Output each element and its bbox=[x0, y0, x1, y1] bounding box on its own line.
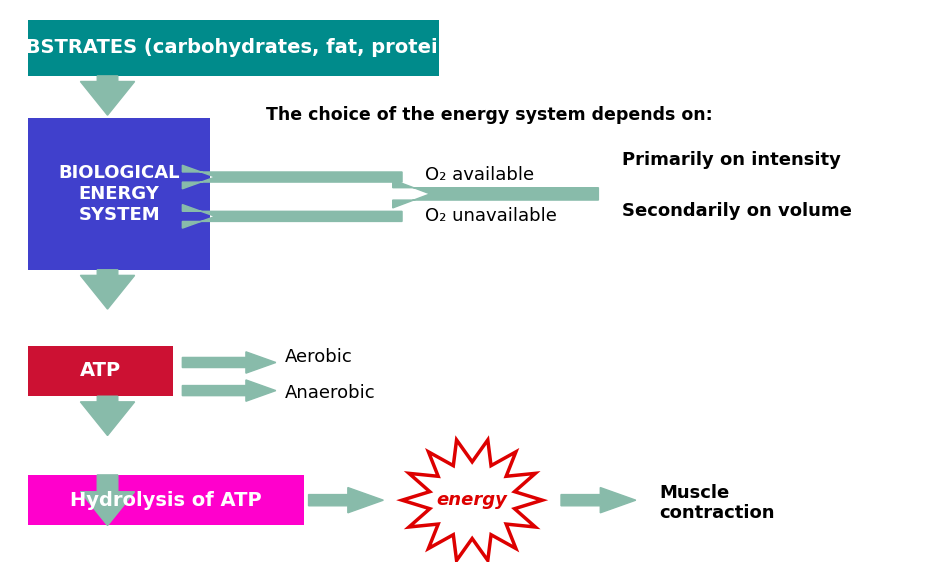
Text: Primarily on intensity: Primarily on intensity bbox=[622, 151, 841, 169]
FancyArrow shape bbox=[182, 352, 276, 373]
FancyArrow shape bbox=[561, 487, 636, 513]
FancyArrow shape bbox=[182, 380, 276, 401]
Text: The choice of the energy system depends on:: The choice of the energy system depends … bbox=[266, 106, 713, 124]
FancyArrow shape bbox=[309, 487, 383, 513]
Text: Muscle
contraction: Muscle contraction bbox=[659, 483, 775, 523]
FancyBboxPatch shape bbox=[28, 20, 439, 76]
FancyArrow shape bbox=[80, 76, 135, 115]
FancyArrow shape bbox=[182, 165, 402, 189]
FancyArrow shape bbox=[393, 180, 598, 208]
Text: BIOLOGICAL
ENERGY
SYSTEM: BIOLOGICAL ENERGY SYSTEM bbox=[59, 164, 180, 224]
Text: Anaerobic: Anaerobic bbox=[285, 384, 376, 402]
Text: Aerobic: Aerobic bbox=[285, 348, 352, 366]
Text: energy: energy bbox=[437, 491, 508, 509]
Text: Secondarily on volume: Secondarily on volume bbox=[622, 202, 852, 220]
FancyBboxPatch shape bbox=[28, 118, 210, 270]
Text: O₂ available: O₂ available bbox=[425, 166, 535, 184]
Text: SUBSTRATES (carbohydrates, fat, proteins): SUBSTRATES (carbohydrates, fat, proteins… bbox=[0, 38, 471, 57]
FancyArrow shape bbox=[80, 270, 135, 309]
FancyArrow shape bbox=[80, 396, 135, 436]
FancyArrow shape bbox=[182, 205, 402, 228]
FancyBboxPatch shape bbox=[28, 346, 173, 396]
FancyArrow shape bbox=[80, 475, 135, 525]
Polygon shape bbox=[402, 440, 542, 560]
Text: Hydrolysis of ATP: Hydrolysis of ATP bbox=[70, 491, 262, 510]
Text: O₂ unavailable: O₂ unavailable bbox=[425, 207, 557, 225]
Text: ATP: ATP bbox=[80, 361, 121, 380]
FancyBboxPatch shape bbox=[28, 475, 304, 525]
